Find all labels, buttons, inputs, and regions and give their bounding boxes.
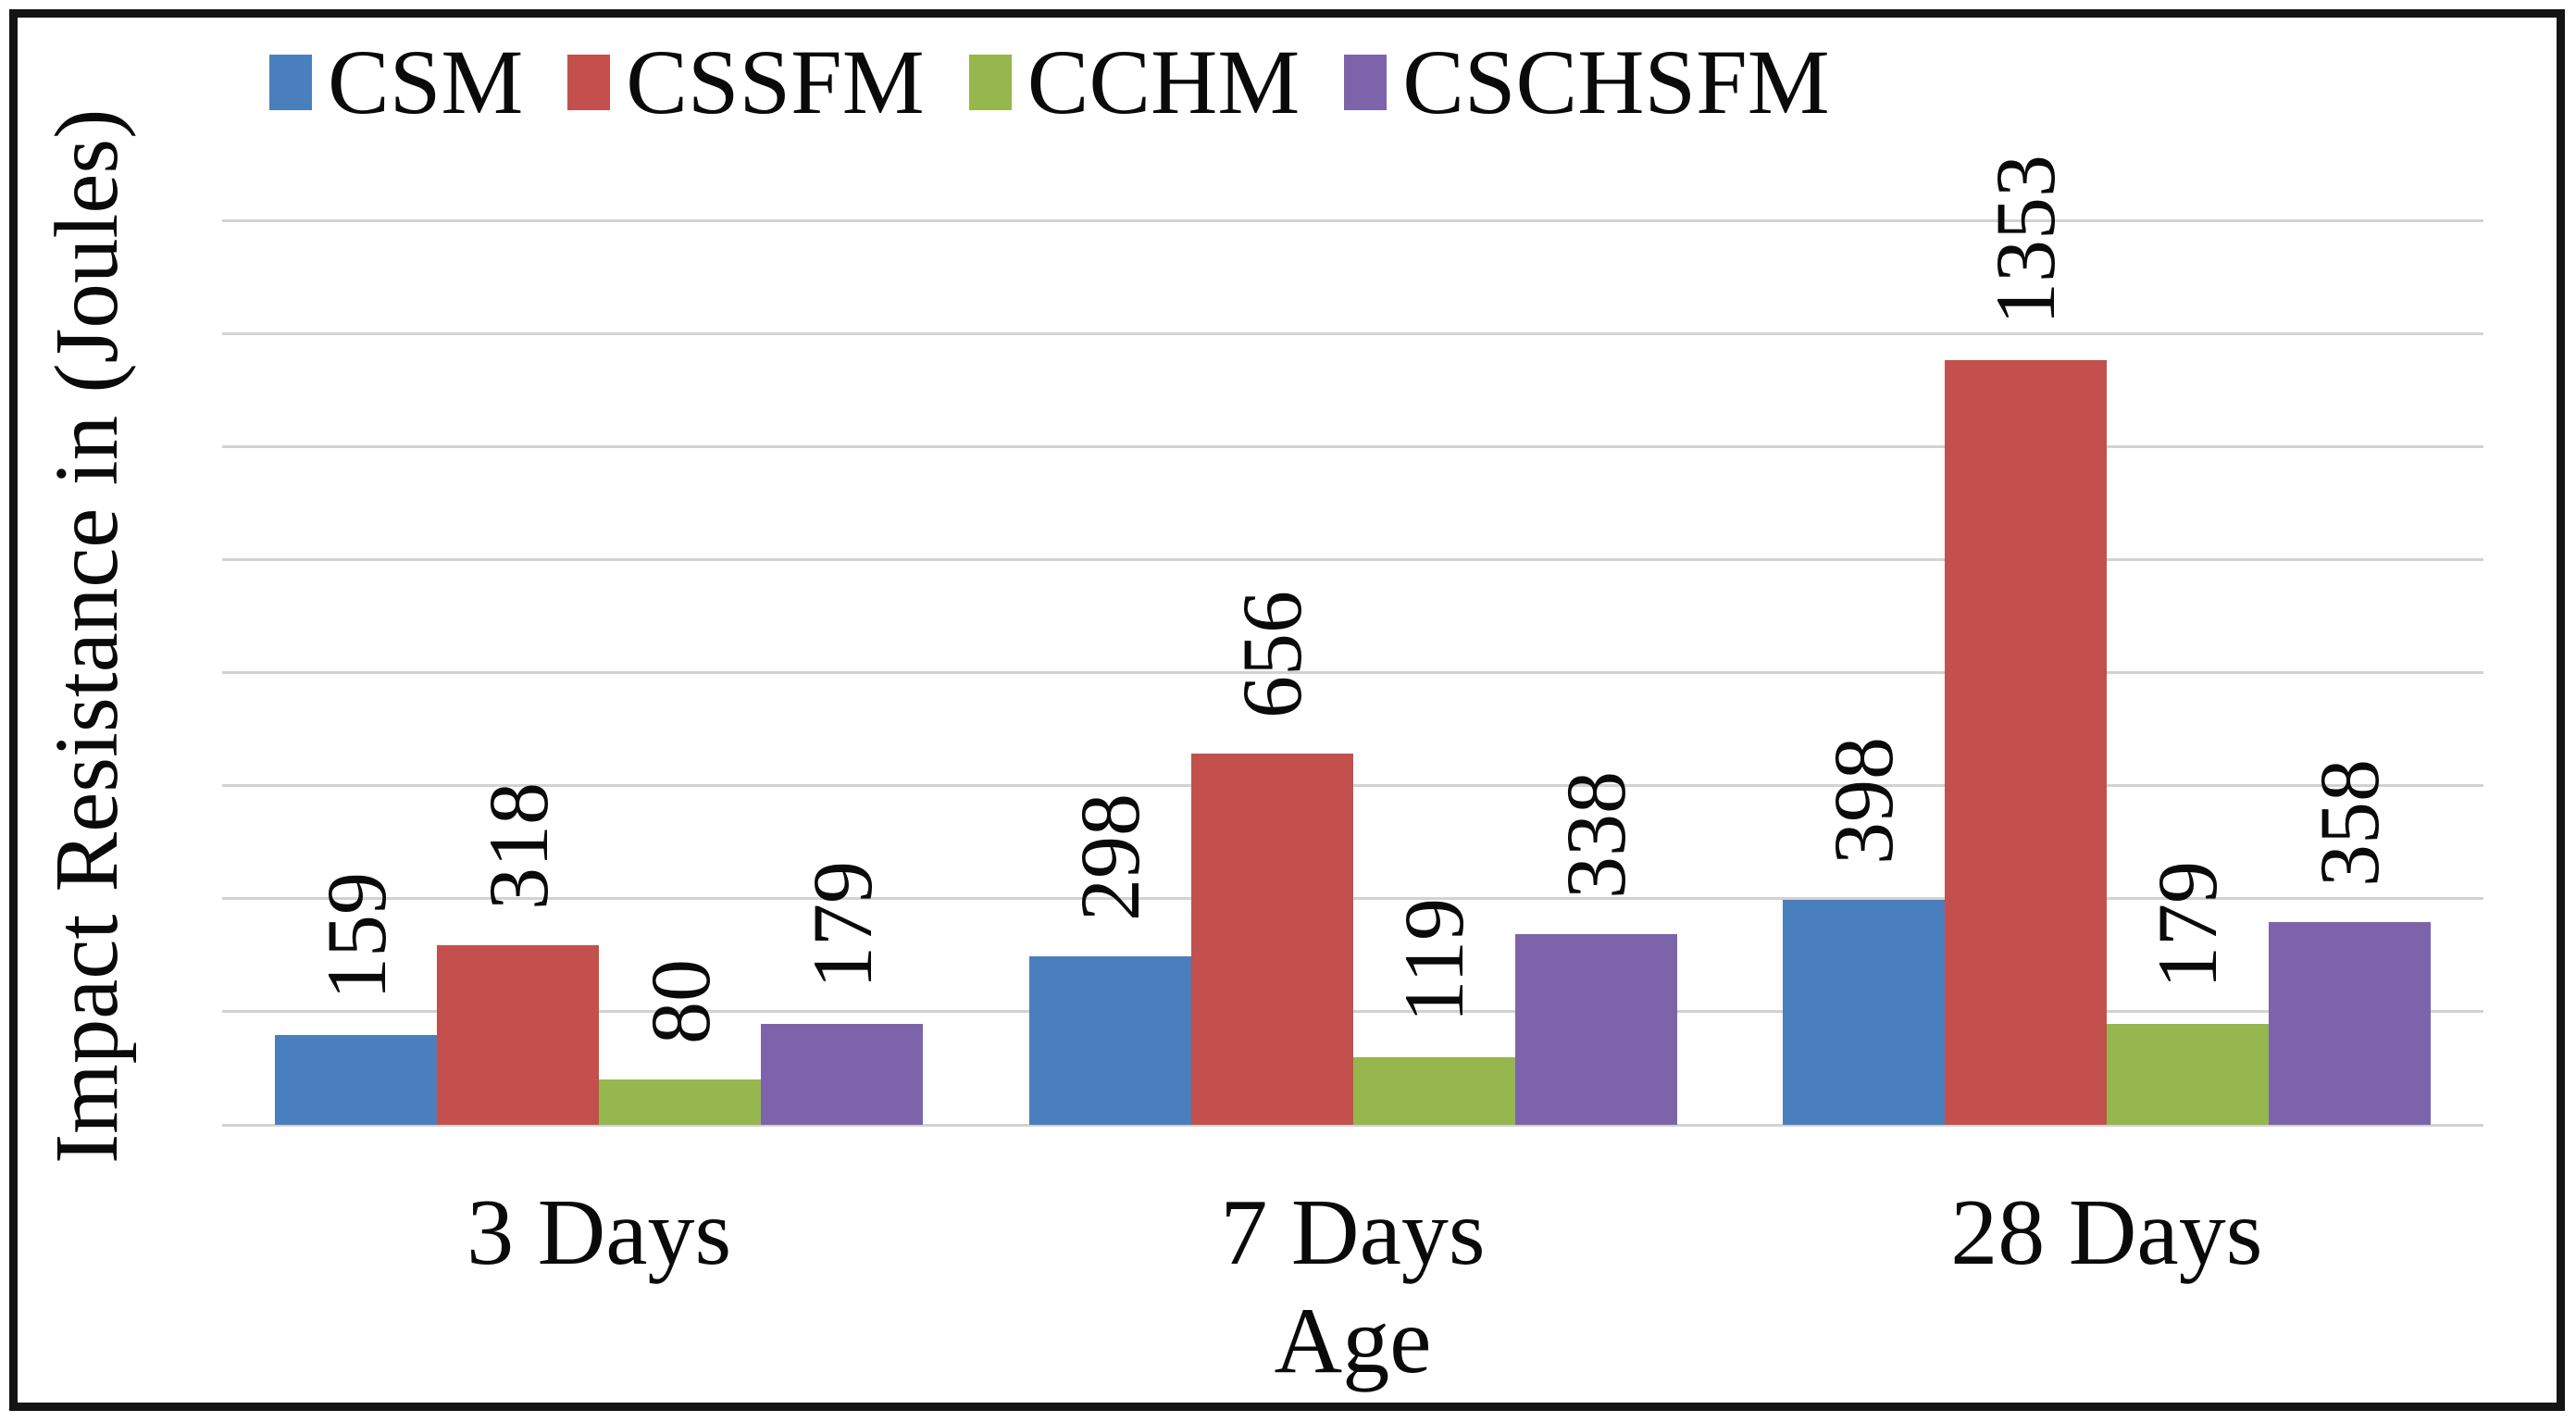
gridline-600 — [222, 784, 2483, 788]
bar-cschsfm-28-days — [2268, 922, 2431, 1125]
gridline-0 — [222, 1123, 2483, 1127]
gridline-1000 — [222, 557, 2483, 561]
bar-csm-7-days — [1028, 956, 1191, 1125]
gridline-400 — [222, 897, 2483, 901]
value-label-cschsfm-3-days: 179 — [794, 860, 890, 989]
bar-cchm-3-days — [599, 1079, 762, 1125]
value-label-csm-28-days: 398 — [1816, 736, 1911, 865]
legend-item-cschsfm: CSCHSFM — [1344, 31, 1830, 133]
legend-label-cssfm: CSSFM — [626, 31, 925, 133]
value-label-cssfm-7-days: 656 — [1225, 591, 1319, 719]
value-label-cchm-3-days: 80 — [632, 959, 728, 1045]
bar-cschsfm-3-days — [761, 1023, 924, 1125]
gridline-1400 — [222, 331, 2483, 335]
x-tick-28-days: 28 Days — [1950, 1180, 2263, 1285]
value-label-cschsfm-7-days: 338 — [1549, 770, 1643, 899]
legend-swatch-icon-cchm — [968, 54, 1012, 110]
x-axis-title: Age — [1274, 1289, 1432, 1393]
y-axis-title: Impact Resistance in (Joules) — [37, 108, 136, 1165]
legend-label-csm: CSM — [328, 31, 524, 133]
bar-cssfm-7-days — [1190, 754, 1353, 1125]
plot-area: 159 318 80 179 298 656 119 338 398 1353 179 358 — [222, 155, 2483, 1127]
legend-label-cchm: CCHM — [1027, 31, 1300, 133]
bar-csm-3-days — [275, 1034, 438, 1125]
x-axis-category-labels: 3 Days 7 Days 28 Days — [222, 1183, 2483, 1285]
gridline-1600 — [222, 218, 2483, 222]
bar-cchm-28-days — [2106, 1023, 2269, 1125]
legend-label-cschsfm: CSCHSFM — [1402, 31, 1830, 133]
value-label-cchm-28-days: 179 — [2140, 860, 2235, 989]
bar-cssfm-3-days — [437, 944, 600, 1125]
legend-item-cchm: CCHM — [968, 31, 1300, 133]
value-label-csm-3-days: 159 — [308, 871, 404, 1000]
value-label-cchm-7-days: 119 — [1387, 897, 1481, 1023]
gridline-200 — [222, 1010, 2483, 1014]
gridline-1200 — [222, 444, 2483, 448]
bar-cchm-7-days — [1352, 1057, 1515, 1125]
value-label-cschsfm-28-days: 358 — [2302, 759, 2397, 888]
bar-cssfm-28-days — [1944, 359, 2107, 1125]
x-tick-3-days: 3 Days — [467, 1180, 732, 1285]
legend-item-cssfm: CSSFM — [567, 31, 925, 133]
bar-csm-28-days — [1782, 899, 1945, 1125]
value-label-cssfm-3-days: 318 — [470, 781, 566, 910]
legend: CSM CSSFM CCHM CSCHSFM — [269, 33, 1830, 131]
legend-swatch-icon-cssfm — [567, 54, 611, 110]
legend-item-csm: CSM — [269, 33, 523, 131]
legend-swatch-icon-cschsfm — [1344, 54, 1388, 110]
value-label-csm-7-days: 298 — [1063, 793, 1157, 922]
x-tick-7-days: 7 Days — [1220, 1180, 1486, 1285]
value-label-cssfm-28-days: 1353 — [1978, 154, 2073, 325]
legend-swatch-icon-csm — [269, 54, 312, 110]
gridline-800 — [222, 671, 2483, 674]
bar-cschsfm-7-days — [1514, 933, 1677, 1125]
